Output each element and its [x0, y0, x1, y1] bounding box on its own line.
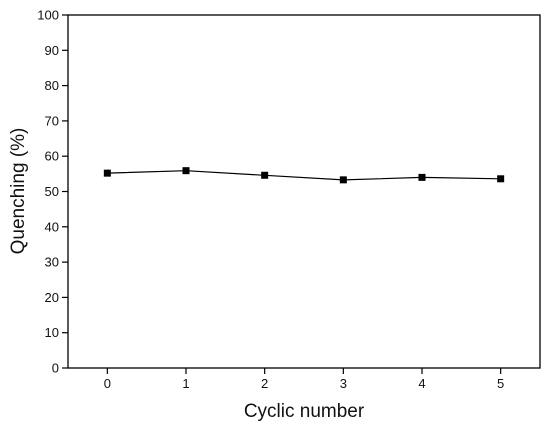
y-tick-label: 40	[45, 219, 59, 234]
series-layer	[103, 167, 505, 184]
y-tick-label: 70	[45, 113, 59, 128]
x-axis-title: Cyclic number	[244, 401, 365, 422]
x-tick-label: 3	[340, 376, 347, 391]
data-point	[261, 171, 269, 179]
y-tick-label: 80	[45, 78, 59, 93]
y-axis: 0 10 20 30 40 50 60 70 80 90 100	[37, 8, 68, 376]
y-tick-label: 100	[37, 8, 59, 23]
y-axis-title: Quenching (%)	[8, 128, 29, 255]
series-line	[107, 170, 501, 181]
x-tick-label: 0	[104, 376, 111, 391]
x-tick-label: 1	[182, 376, 189, 391]
y-tick-label: 50	[45, 184, 59, 199]
x-tick-label: 4	[418, 376, 425, 391]
x-axis: 0 1 2 3 4 5	[104, 368, 504, 391]
y-tick-label: 10	[45, 325, 59, 340]
y-tick-label: 0	[52, 361, 59, 376]
x-tick-label: 5	[497, 376, 504, 391]
y-tick-label: 20	[45, 290, 59, 305]
y-tick-label: 90	[45, 43, 59, 58]
data-point	[182, 167, 190, 175]
plot-frame	[67, 14, 541, 369]
data-point	[103, 169, 111, 177]
x-tick-label: 2	[261, 376, 268, 391]
y-tick-label: 30	[45, 255, 59, 270]
y-tick-label: 60	[45, 149, 59, 164]
data-point	[339, 176, 347, 184]
data-point	[497, 175, 505, 183]
data-point	[418, 173, 426, 181]
